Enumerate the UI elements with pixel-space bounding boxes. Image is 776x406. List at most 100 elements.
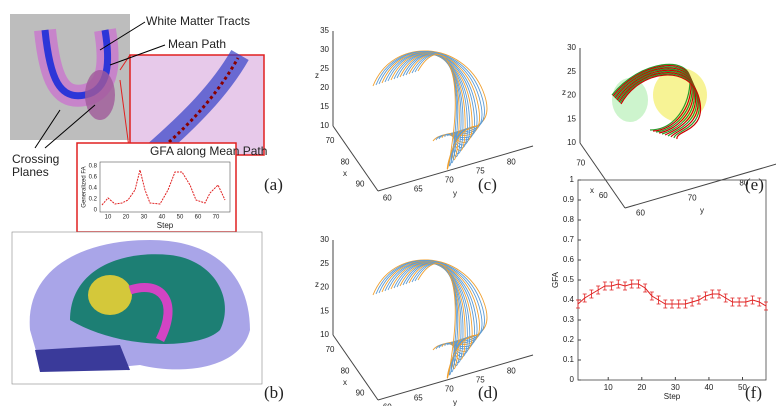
inset-y-tick: 0.2: [89, 197, 98, 203]
z-tick-label: 30: [567, 43, 576, 52]
y-label: y: [453, 398, 457, 406]
y-tick-label: 0.5: [563, 275, 575, 284]
x-tick-label: 80: [341, 367, 350, 376]
y-tick-label: 80: [507, 366, 516, 375]
x-tick-label: 70: [326, 345, 335, 354]
error-bar: [596, 285, 601, 295]
inset-y-tick: 0.8: [89, 164, 98, 170]
fiber: [414, 263, 476, 376]
error-bar: [602, 281, 607, 291]
pointers: [34, 21, 166, 149]
fiber: [620, 74, 702, 140]
error-bar: [623, 281, 627, 291]
fiber: [414, 54, 476, 167]
y-tick-label: 0.4: [563, 295, 575, 304]
y-tick-label: 0.6: [563, 255, 575, 264]
z-tick-label: 20: [320, 83, 329, 92]
error-bar: [582, 293, 587, 303]
z-label: z: [315, 71, 319, 80]
y-tick-label: 70: [688, 194, 697, 203]
error-bar: [710, 289, 715, 299]
y-tick-label: 65: [414, 393, 423, 402]
y-tick-label: 80: [507, 157, 516, 166]
inset-y-tick: 0.6: [89, 175, 98, 181]
y-tick-label: 60: [383, 193, 392, 202]
inset-axes: [99, 161, 231, 213]
annotation: Mean Path: [168, 37, 226, 51]
inset-y-tick: 0: [94, 208, 98, 214]
x-axis: [332, 334, 379, 401]
z-label: z: [562, 88, 566, 97]
x-tick-label: 70: [326, 136, 335, 145]
z-tick-label: 10: [320, 121, 329, 130]
error-bar: [696, 295, 701, 305]
inset-x-tick: 10: [105, 215, 112, 221]
z-tick-label: 10: [567, 138, 576, 147]
z-tick-label: 15: [320, 306, 329, 315]
error-bar: [703, 291, 708, 301]
z-tick-label: 25: [320, 259, 329, 268]
inset-y-tick: 0.4: [89, 186, 98, 192]
inset-x-tick: 60: [195, 215, 202, 221]
x-tick-label: 20: [637, 383, 646, 392]
y-axis: [624, 163, 776, 209]
error-bar: [737, 297, 742, 307]
error-bar: [683, 299, 688, 309]
panel-label: (c): [478, 175, 497, 194]
y-tick-label: 75: [476, 166, 485, 175]
y-tick-label: 0.7: [563, 235, 575, 244]
inset-title: GFA along Mean Path: [150, 144, 267, 158]
z-tick-label: 20: [567, 91, 576, 100]
y-tick-label: 0.2: [563, 335, 575, 344]
y-axis: [377, 354, 534, 401]
x-label: x: [343, 378, 347, 387]
y-tick-label: 80: [739, 179, 748, 188]
y-axis-label: GFA: [551, 271, 560, 288]
y-axis: [377, 145, 534, 192]
y-tick-label: 0.1: [563, 355, 575, 364]
fiber: [417, 263, 479, 379]
x-tick-label: 30: [671, 383, 680, 392]
inset-x-tick: 40: [159, 215, 166, 221]
x-tick-label: 60: [599, 191, 608, 200]
z-tick-label: 35: [320, 26, 329, 35]
brain-render: [29, 240, 250, 372]
fiber: [405, 263, 467, 366]
inset-x-tick: 50: [177, 215, 184, 221]
x-tick-label: 40: [704, 383, 713, 392]
x-axis: [579, 142, 626, 209]
y-tick-label: 60: [383, 402, 392, 406]
error-bar: [589, 289, 594, 299]
z-tick-label: 20: [320, 283, 329, 292]
z-tick-label: 25: [320, 64, 329, 73]
gfa-inset: [76, 142, 237, 233]
y-tick-label: 65: [414, 184, 423, 193]
inset-xlabel: Step: [157, 221, 174, 230]
fiber: [387, 261, 475, 350]
panel-label: (a): [264, 175, 283, 194]
y-tick-label: 1: [570, 175, 575, 184]
error-bar: [670, 299, 674, 309]
x-tick-label: 10: [604, 383, 613, 392]
error-bar: [616, 279, 621, 289]
error-bar: [723, 293, 728, 303]
z-tick-label: 25: [567, 67, 576, 76]
error-bar: [643, 283, 648, 293]
y-tick-label: 0.9: [563, 195, 575, 204]
fiber: [417, 54, 479, 170]
y-tick-label: 70: [445, 175, 454, 184]
annotation: Crossing Planes: [12, 152, 59, 179]
error-bar: [629, 279, 634, 289]
fiber: [387, 52, 475, 141]
error-bar: [636, 279, 641, 289]
x-tick-label: 90: [356, 179, 365, 188]
z-tick-label: 15: [320, 102, 329, 111]
z-tick-label: 10: [320, 330, 329, 339]
panel-label: (f): [745, 383, 762, 402]
zoom-link: [119, 54, 131, 71]
z-tick-label: 30: [320, 235, 329, 244]
inset-x-tick: 30: [141, 215, 148, 221]
zoom-mean-path: [159, 57, 240, 152]
y-tick-label: 0.3: [563, 315, 575, 324]
error-bar: [717, 289, 721, 299]
